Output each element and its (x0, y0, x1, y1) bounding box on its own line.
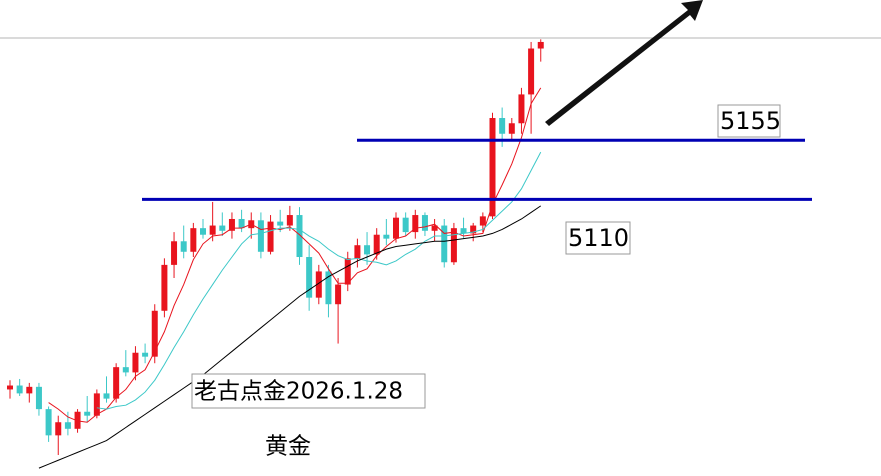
candle-body (151, 310, 158, 357)
candle-body (421, 215, 428, 231)
candle-body (238, 218, 245, 229)
annotation: 黄金 (265, 434, 311, 460)
candle-body (412, 215, 419, 233)
candle-body (537, 41, 544, 49)
trend-arrow (545, 0, 703, 126)
annotation: 老古点金2026.1.28 (194, 379, 403, 405)
candle-body (209, 225, 216, 235)
candle-body (315, 271, 322, 298)
candle-body (296, 215, 303, 258)
level-label: 5155 (720, 107, 781, 135)
candle-body (528, 48, 535, 95)
candle-body (161, 264, 168, 311)
candle-body (277, 221, 284, 226)
candle-body (74, 411, 81, 429)
candle-body (354, 245, 361, 259)
candle-body (171, 241, 178, 265)
candle-body (132, 352, 139, 373)
moving-average (38, 205, 542, 469)
candle-body (286, 215, 293, 226)
candle-body (373, 234, 380, 255)
candle-body (190, 228, 197, 252)
candle-body (479, 216, 486, 226)
candle-body (26, 386, 33, 394)
candle-body (335, 284, 342, 305)
candle-body (180, 241, 187, 252)
candle-body (306, 257, 313, 298)
candle-body (103, 393, 110, 399)
candle-body (35, 386, 42, 410)
candle-body (55, 422, 62, 436)
candle-body (228, 218, 235, 231)
candle-body (489, 118, 496, 217)
label-box (191, 373, 426, 409)
candle-body (45, 409, 52, 436)
candle-body (364, 245, 371, 255)
candle-body (219, 225, 226, 231)
candle-body (344, 258, 351, 285)
candle-body (142, 352, 149, 357)
candle-body (518, 94, 525, 124)
candle-body (113, 367, 120, 399)
candle-body (267, 221, 274, 252)
candle-body (431, 225, 438, 231)
candle-body (499, 118, 506, 134)
candle-body (84, 411, 91, 416)
candle-body (7, 385, 13, 390)
candle-body (16, 385, 23, 394)
candle-body (450, 228, 457, 263)
candle-body (122, 367, 129, 373)
candle-body (383, 234, 390, 239)
candle-body (508, 123, 515, 134)
candle-body (64, 422, 71, 429)
candle-body (93, 393, 100, 416)
candle-body (200, 228, 206, 235)
level-label: 5110 (568, 224, 629, 252)
candle-body (470, 225, 477, 234)
label-box (717, 104, 781, 138)
candle-body (257, 220, 264, 252)
candle-body (325, 271, 332, 305)
candle-body (393, 217, 399, 239)
moving-average (96, 151, 542, 410)
candle-body (460, 228, 467, 234)
candle-body (402, 217, 409, 233)
label-box (565, 221, 631, 255)
moving-average (48, 87, 542, 423)
candle-body (441, 225, 448, 263)
